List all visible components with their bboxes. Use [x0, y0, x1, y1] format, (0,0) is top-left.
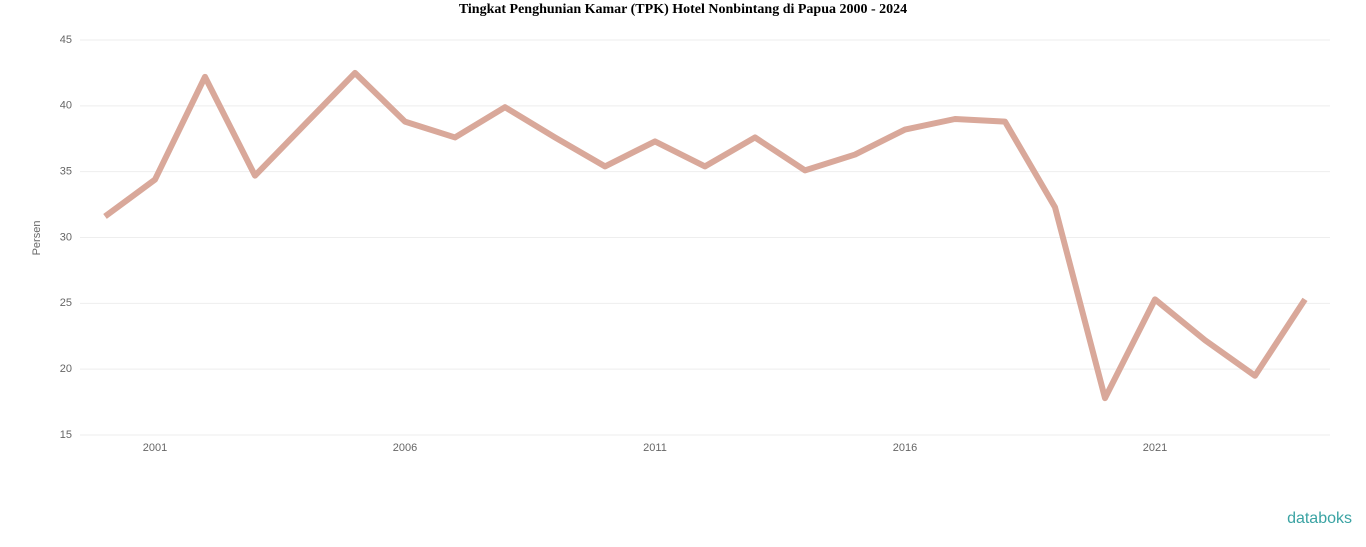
y-tick-label: 25 [60, 297, 72, 309]
y-tick-label: 40 [60, 100, 72, 112]
chart-title: Tingkat Penghunian Kamar (TPK) Hotel Non… [459, 2, 907, 17]
y-tick-label: 35 [60, 166, 72, 178]
y-axis-label: Persen [31, 221, 43, 256]
x-tick-label: 2011 [643, 442, 667, 454]
y-tick-label: 15 [60, 429, 72, 441]
x-tick-label: 2021 [1143, 442, 1167, 454]
brand-logo: databoks [1287, 510, 1352, 527]
y-tick-label: 45 [60, 34, 72, 46]
data-line [103, 69, 1308, 402]
x-tick-label: 2001 [143, 442, 167, 454]
x-tick-label: 2006 [393, 442, 417, 454]
y-tick-label: 30 [60, 231, 72, 243]
x-tick-label: 2016 [893, 442, 917, 454]
y-tick-label: 20 [60, 363, 72, 375]
